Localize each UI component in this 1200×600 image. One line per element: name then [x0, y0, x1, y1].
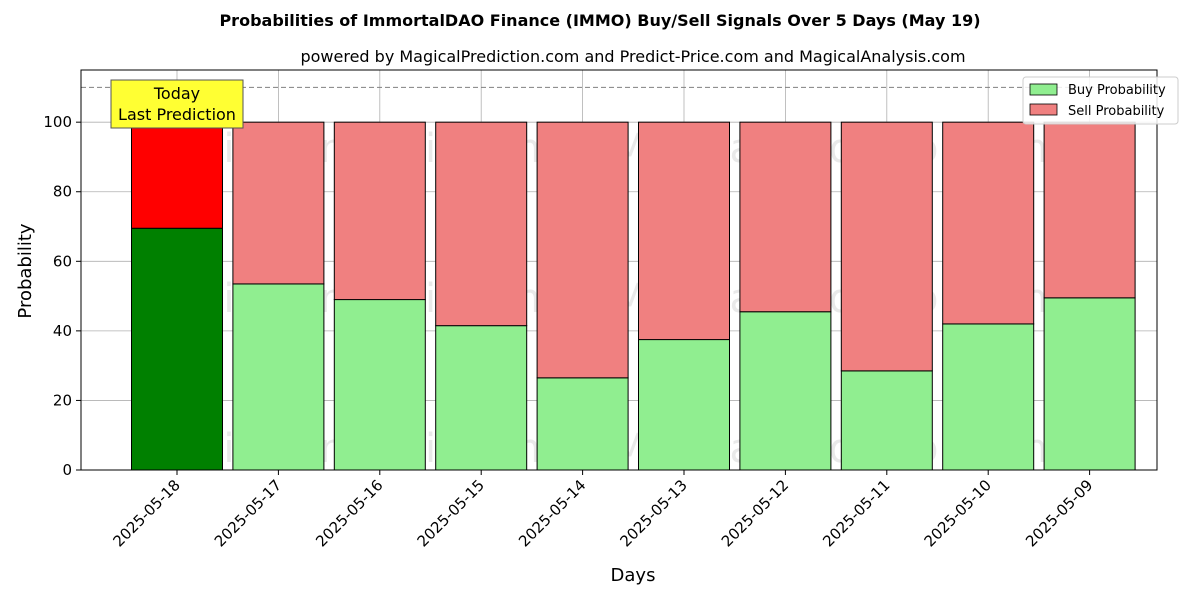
x-axis-ticks: 2025-05-18 2025-05-17 2025-05-16 2025-05-15…	[109, 470, 1096, 550]
bar-sell-2025-05-15	[435, 121, 528, 327]
bar-sell-2025-05-13	[638, 121, 730, 341]
y-tick-label: 40	[53, 322, 72, 340]
x-tick-label: 2025-05-15	[414, 476, 488, 550]
legend-sell-swatch	[1029, 103, 1058, 116]
bar-buy-2025-05-16	[333, 299, 426, 471]
y-tick-label: 0	[62, 461, 72, 479]
x-tick-label: 2025-05-13	[616, 476, 690, 550]
x-tick-label: 2025-05-18	[109, 476, 183, 550]
bar-buy-2025-05-13	[638, 339, 730, 471]
legend: Buy Probability Sell Probability	[1022, 76, 1179, 125]
bar-buy-2025-05-10	[942, 323, 1035, 471]
bar-sell-2025-05-17	[232, 121, 325, 285]
x-tick-label: 2025-05-16	[312, 476, 386, 550]
x-tick-label: 2025-05-12	[718, 476, 792, 550]
x-tick-label: 2025-05-10	[921, 476, 995, 550]
legend-buy-label: Buy Probability	[1068, 83, 1166, 98]
annotation-line-2: Last Prediction	[118, 105, 236, 124]
bar-sell-2025-05-16	[333, 121, 426, 301]
bar-sell-2025-05-10	[942, 121, 1035, 325]
bar-buy-2025-05-11	[840, 370, 933, 471]
legend-box	[1022, 76, 1179, 125]
bar-buy-2025-05-18	[131, 227, 223, 471]
x-tick-label: 2025-05-11	[819, 476, 893, 550]
annotation-box	[110, 79, 244, 129]
y-axis-label: Probability	[15, 223, 36, 318]
today-annotation: Today Last Prediction	[110, 79, 244, 129]
chart-title: Probabilities of ImmortalDAO Finance (IM…	[219, 11, 980, 30]
legend-buy-swatch	[1029, 83, 1058, 96]
y-tick-label: 100	[43, 113, 72, 131]
bar-sell-2025-05-14	[536, 121, 629, 379]
y-tick-label: 60	[53, 252, 72, 270]
x-tick-label: 2025-05-09	[1022, 476, 1096, 550]
legend-sell-label: Sell Probability	[1068, 104, 1165, 119]
y-axis-ticks: 0 20 40 60 80 100	[43, 113, 81, 479]
y-tick-label: 80	[53, 183, 72, 201]
plot-area	[80, 69, 1158, 471]
bar-sell-2025-05-11	[840, 121, 933, 372]
bar-buy-2025-05-15	[435, 325, 528, 471]
bar-buy-2025-05-17	[232, 283, 325, 471]
x-tick-label: 2025-05-17	[211, 476, 285, 550]
bar-sell-2025-05-09	[1043, 121, 1136, 299]
x-tick-label: 2025-05-14	[515, 476, 589, 550]
bar-buy-2025-05-14	[536, 377, 629, 471]
bar-sell-2025-05-18	[131, 121, 223, 229]
annotation-line-1: Today	[153, 84, 200, 103]
bar-buy-2025-05-09	[1043, 297, 1136, 471]
bar-sell-2025-05-12	[739, 121, 832, 313]
y-tick-label: 20	[53, 391, 72, 409]
bars	[131, 121, 1136, 471]
x-axis-label: Days	[611, 565, 656, 586]
chart-subtitle: powered by MagicalPrediction.com and Pre…	[300, 47, 965, 66]
bar-buy-2025-05-12	[739, 311, 832, 471]
